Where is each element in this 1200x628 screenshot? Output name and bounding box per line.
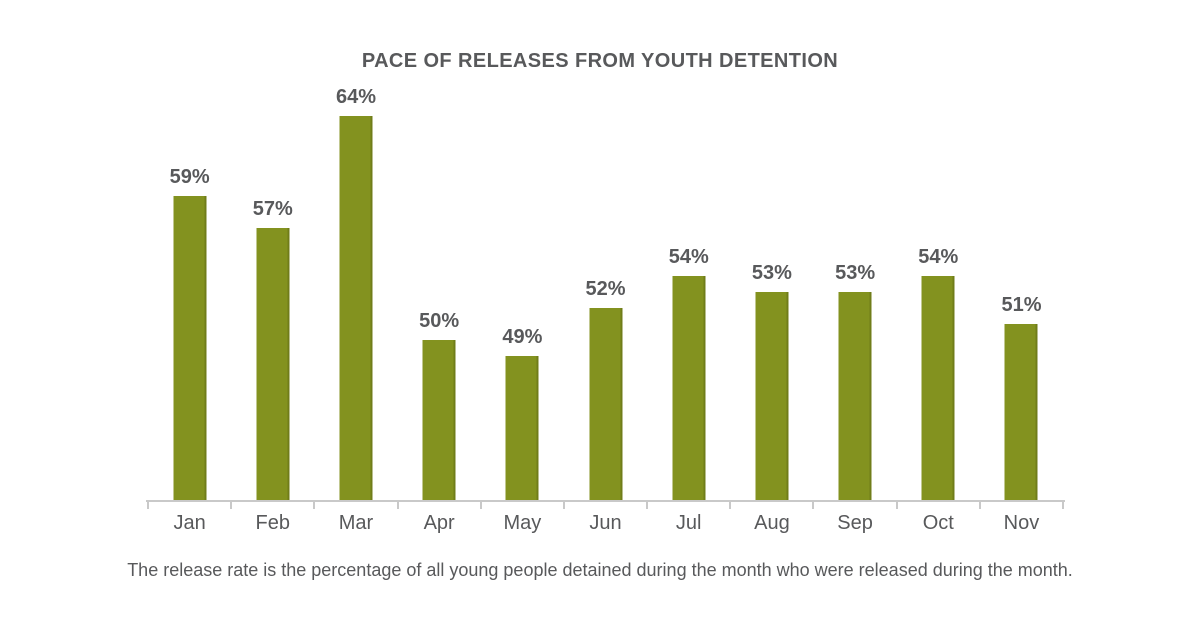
axis-tick [313,500,316,509]
x-axis-label-jun: Jun [589,512,622,534]
bar-column-aug: 53% [730,100,813,500]
chart-caption: The release rate is the percentage of al… [127,560,1073,580]
bar-column-feb: 57% [231,100,314,500]
bar [672,276,706,500]
bar-column-oct: 54% [897,100,980,500]
bar-column-apr: 50% [398,100,481,500]
bar-column-nov: 51% [980,100,1063,500]
bar-value-label: 54% [668,246,709,268]
bar [339,116,373,500]
x-axis-label-nov: Nov [1003,512,1040,534]
axis-tick [895,500,898,509]
axis-tick [812,500,815,509]
x-axis-label-may: May [503,512,542,534]
bar-column-sep: 53% [814,100,897,500]
bar-value-label: 51% [1001,294,1042,316]
chart-title: PACE OF RELEASES FROM YOUTH DETENTION [361,50,839,72]
x-axis-label-sep: Sep [837,512,873,534]
bar [838,292,872,500]
bar-column-mar: 64% [314,86,397,500]
x-axis-label-jul: Jul [675,512,702,534]
bar-column-jun: 52% [564,100,647,500]
bar-column-jan: 59% [148,100,231,500]
x-axis-label-mar: Mar [338,512,374,534]
bar-value-label: 53% [835,262,876,284]
x-axis-label-jan: Jan [173,512,206,534]
bar-value-label: 52% [585,278,626,300]
x-axis-labels: Jan Feb Mar Apr May Jun Jul Aug Sep Oct Nov [148,512,1063,535]
axis-tick [479,500,482,509]
bar-columns: 59% 57% 64% 50% 49% 52% 54% 53% 53% 54% 51% [148,86,1063,500]
axis-tick [396,500,399,509]
x-axis-label-oct: Oct [922,512,954,534]
bar-value-label: 57% [252,198,293,220]
bar-value-label: 50% [419,310,460,332]
bar [256,228,290,500]
plot-area: 59% 57% 64% 50% 49% 52% 54% 53% 53% 54% 51% Jan Feb… [146,86,1065,534]
bar-value-label: 64% [335,86,376,108]
bar-value-label: 53% [751,262,792,284]
bar [1004,324,1038,500]
axis-tick [978,500,981,509]
axis-tick [646,500,649,509]
bar-value-label: 54% [918,246,959,268]
x-axis-label-apr: Apr [423,512,455,534]
bar [173,196,207,500]
bar-column-jul: 54% [647,100,730,500]
bar-value-label: 49% [502,326,543,348]
bar [422,340,456,500]
bar-column-may: 49% [481,100,564,500]
x-axis-line [146,500,1065,502]
bar [755,292,789,500]
axis-tick [1062,500,1064,509]
bar-value-label: 59% [169,166,210,188]
x-axis-label-aug: Aug [754,512,790,534]
axis-tick [230,500,233,509]
x-axis-label-feb: Feb [255,512,291,534]
bar [921,276,955,500]
bar [589,308,623,500]
axis-tick [562,500,565,509]
axis-tick [729,500,732,509]
bar [505,356,539,500]
axis-tick [147,500,149,509]
